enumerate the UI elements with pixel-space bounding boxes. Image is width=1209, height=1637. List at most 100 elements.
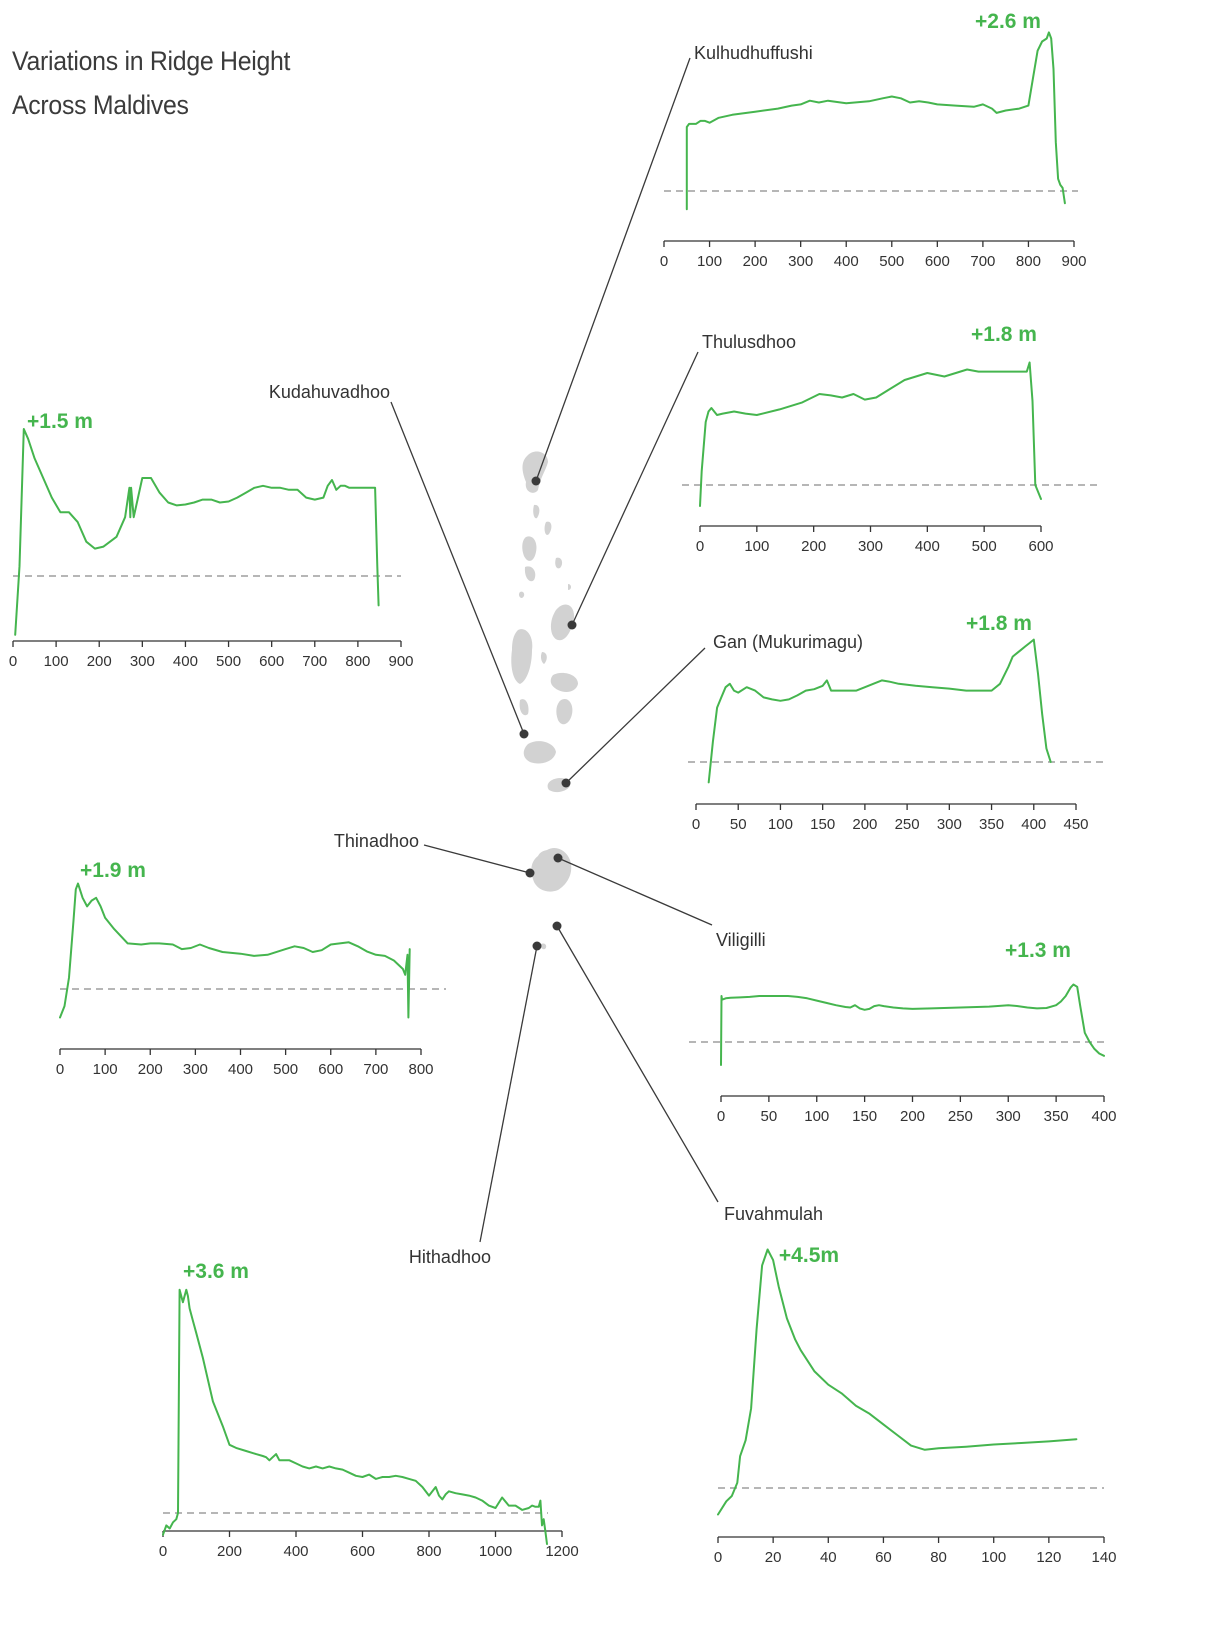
island-shape	[568, 584, 571, 590]
site-label-thinadhoo: Thinadhoo	[334, 831, 419, 851]
leader-line-thinadhoo	[423, 844, 531, 874]
chart-gan-mukurimagu: 0 50 100 150 200 250 300 350 400 450 +1.8 m Gan (Mu…	[688, 612, 1106, 833]
site-marker-gan-mukurimagu	[561, 778, 571, 788]
peak-label-viligilli: +1.3 m	[1005, 939, 1071, 962]
site-label-kudahuvadhoo: Kudahuvadhoo	[269, 382, 390, 402]
x-tick-label: 400	[834, 253, 859, 270]
x-tick-label: 350	[979, 816, 1004, 833]
chart-kudahuvadhoo: 0 100 200 300 400 500 600 700 800 900 +1.5 m Kudahu…	[9, 382, 414, 670]
x-tick-label: 700	[970, 253, 995, 270]
x-tick-label: 60	[875, 1549, 892, 1566]
x-tick-label: 100	[768, 816, 793, 833]
x-tick-label: 200	[87, 653, 112, 670]
island-shape	[556, 698, 573, 725]
x-tick-label: 250	[895, 816, 920, 833]
chart-hithadhoo: 0 200 400 600 800 1000 1200 +3.6 m Hithadhoo	[159, 1247, 579, 1560]
x-tick-label: 350	[1044, 1108, 1069, 1125]
site-marker-hithadhoo	[532, 941, 542, 951]
profile-line-thulusdhoo	[699, 361, 1042, 507]
profile-line-thinadhoo	[59, 882, 411, 1019]
x-tick-label: 0	[159, 1543, 167, 1560]
x-tick-label: 600	[925, 253, 950, 270]
x-tick-label: 80	[930, 1549, 947, 1566]
x-tick-label: 0	[717, 1108, 725, 1125]
x-tick-label: 500	[972, 538, 997, 555]
island-shape	[544, 521, 552, 535]
x-tick-label: 600	[259, 653, 284, 670]
island-shape	[550, 672, 578, 692]
x-tick-label: 20	[765, 1549, 782, 1566]
chart-thulusdhoo: 0 100 200 300 400 500 600 +1.8 m Thulusdhoo	[682, 323, 1100, 555]
profile-line-kudahuvadhoo	[14, 428, 380, 636]
peak-label-gan-mukurimagu: +1.8 m	[966, 612, 1032, 635]
x-tick-label: 150	[852, 1108, 877, 1125]
x-tick-label: 600	[1028, 538, 1053, 555]
x-tick-label: 250	[948, 1108, 973, 1125]
x-tick-label: 1000	[479, 1543, 512, 1560]
x-tick-label: 100	[744, 538, 769, 555]
site-label-fuvahmulah: Fuvahmulah	[724, 1204, 823, 1224]
peak-label-kulhudhuffushi: +2.6 m	[975, 10, 1041, 33]
site-label-gan-mukurimagu: Gan (Mukurimagu)	[713, 632, 863, 652]
x-tick-label: 400	[915, 538, 940, 555]
x-tick-label: 100	[44, 653, 69, 670]
x-tick-label: 140	[1091, 1549, 1116, 1566]
x-tick-label: 100	[697, 253, 722, 270]
island-shape	[533, 504, 540, 519]
profile-line-kulhudhuffushi	[685, 31, 1066, 211]
x-tick-label: 700	[302, 653, 327, 670]
site-marker-viligilli	[553, 853, 563, 863]
profile-line-fuvahmulah	[717, 1248, 1078, 1516]
leader-line-viligilli	[557, 857, 713, 926]
x-tick-label: 400	[228, 1061, 253, 1078]
x-tick-label: 300	[996, 1108, 1021, 1125]
peak-label-thulusdhoo: +1.8 m	[971, 323, 1037, 346]
site-label-hithadhoo: Hithadhoo	[409, 1247, 491, 1267]
x-tick-label: 500	[273, 1061, 298, 1078]
site-label-thulusdhoo: Thulusdhoo	[702, 332, 796, 352]
x-tick-label: 300	[183, 1061, 208, 1078]
x-tick-label: 400	[1021, 816, 1046, 833]
site-marker-thulusdhoo	[567, 620, 577, 630]
x-tick-label: 700	[363, 1061, 388, 1078]
chart-title-line-2: Across Maldives	[12, 90, 189, 120]
x-tick-label: 100	[981, 1549, 1006, 1566]
leader-line-kudahuvadhoo	[390, 401, 525, 735]
x-tick-label: 200	[743, 253, 768, 270]
profile-line-gan-mukurimagu	[707, 638, 1052, 784]
profile-line-hithadhoo	[162, 1288, 548, 1545]
x-tick-label: 450	[1063, 816, 1088, 833]
x-tick-label: 50	[761, 1108, 778, 1125]
profile-line-viligilli	[720, 983, 1105, 1066]
x-tick-label: 400	[1091, 1108, 1116, 1125]
x-tick-label: 50	[730, 816, 747, 833]
x-tick-label: 0	[56, 1061, 64, 1078]
site-marker-thinadhoo	[525, 868, 535, 878]
island-shape	[550, 604, 575, 641]
maldives-map	[511, 451, 578, 950]
island-shape	[523, 741, 556, 764]
x-tick-label: 0	[714, 1549, 722, 1566]
peak-label-fuvahmulah: +4.5m	[779, 1244, 839, 1267]
x-tick-label: 0	[660, 253, 668, 270]
x-tick-label: 900	[388, 653, 413, 670]
island-shape	[511, 629, 533, 684]
x-tick-label: 40	[820, 1549, 837, 1566]
x-tick-label: 300	[788, 253, 813, 270]
peak-label-hithadhoo: +3.6 m	[183, 1260, 249, 1283]
x-tick-label: 900	[1061, 253, 1086, 270]
x-tick-label: 200	[217, 1543, 242, 1560]
site-marker-kulhudhuffushi	[531, 476, 541, 486]
site-marker-kudahuvadhoo	[519, 729, 529, 739]
x-tick-label: 200	[852, 816, 877, 833]
island-shape	[555, 557, 563, 569]
island-shape	[518, 591, 525, 598]
x-tick-label: 100	[93, 1061, 118, 1078]
leader-line-hithadhoo	[479, 945, 538, 1243]
x-tick-label: 100	[804, 1108, 829, 1125]
x-tick-label: 400	[173, 653, 198, 670]
x-tick-label: 200	[138, 1061, 163, 1078]
island-shape	[522, 451, 548, 493]
site-marker-fuvahmulah	[552, 921, 562, 931]
x-tick-label: 800	[345, 653, 370, 670]
